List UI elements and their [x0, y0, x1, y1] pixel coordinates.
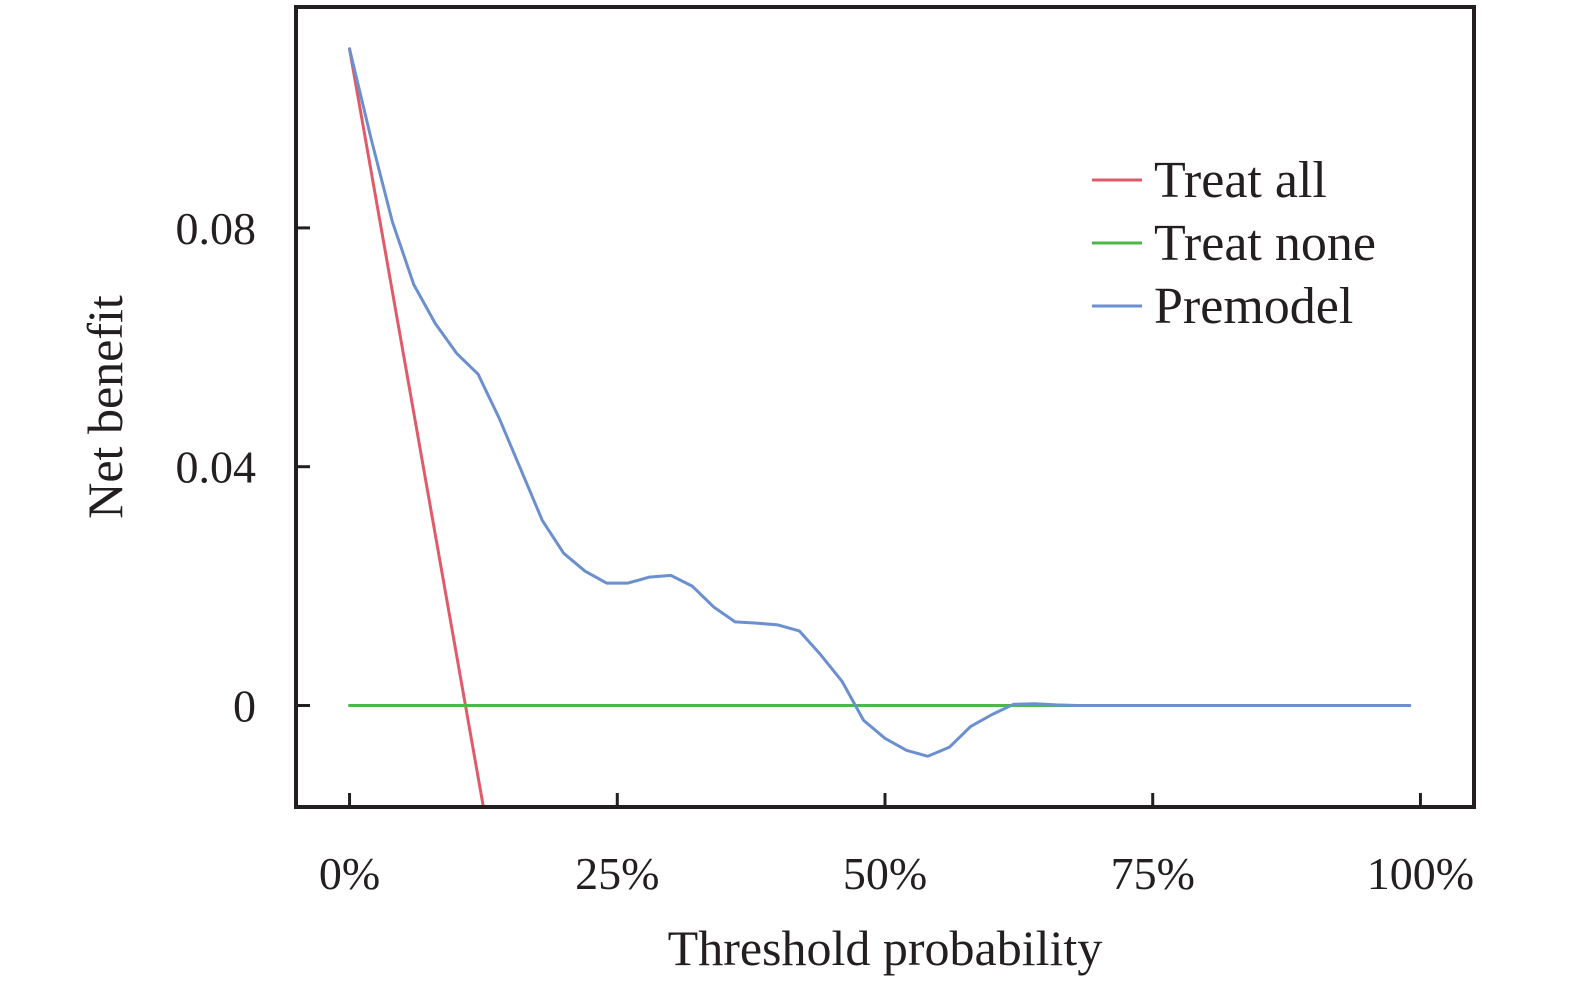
y-axis-title: Net benefit [77, 295, 133, 519]
legend-label-treat-all: Treat all [1154, 152, 1327, 209]
y-tick-label: 0 [233, 681, 256, 732]
x-tick-label: 25% [575, 848, 659, 899]
x-axis-ticks: 0% 25% 50% 75% 100% [319, 793, 1474, 899]
legend: Treat all Treat none Premodel [1092, 152, 1376, 335]
series-layer [348, 47, 1412, 807]
x-tick-label: 50% [843, 848, 927, 899]
y-tick-label: 0.04 [176, 442, 257, 493]
y-axis-ticks: 0 0.04 0.08 [176, 203, 310, 732]
series-line-treat-all [348, 47, 485, 807]
x-tick-label: 75% [1111, 848, 1195, 899]
y-tick-label: 0.08 [176, 203, 257, 254]
x-tick-label: 100% [1367, 848, 1474, 899]
x-axis-title: Threshold probability [668, 920, 1103, 976]
legend-label-premodel: Premodel [1154, 278, 1353, 335]
x-tick-label: 0% [319, 848, 380, 899]
legend-label-treat-none: Treat none [1154, 215, 1376, 272]
series-line-premodel [348, 47, 1412, 758]
